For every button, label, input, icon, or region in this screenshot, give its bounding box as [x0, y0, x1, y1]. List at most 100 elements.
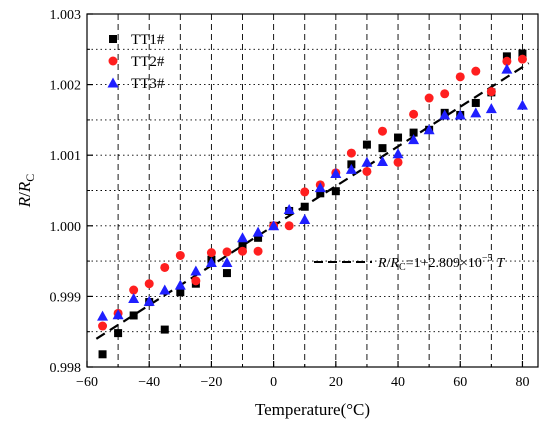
data-point: [408, 134, 420, 145]
data-point: [283, 204, 295, 215]
series-1: [98, 49, 527, 359]
x-tick-label: 0: [270, 375, 277, 390]
x-axis-title: Temperature(°C): [255, 400, 370, 419]
legend-label: TT2#: [131, 54, 165, 70]
data-point: [300, 187, 310, 197]
data-point: [362, 166, 372, 176]
data-point: [501, 63, 513, 74]
data-point: [98, 321, 108, 331]
data-points: [97, 49, 528, 359]
data-point: [440, 89, 450, 99]
data-point: [222, 247, 232, 257]
data-point: [159, 284, 171, 295]
data-point: [237, 232, 249, 243]
x-tick-label: −40: [138, 375, 160, 390]
legend-marker: [109, 35, 117, 43]
x-tick-label: 20: [329, 375, 343, 390]
data-point: [471, 66, 481, 76]
data-point: [98, 350, 107, 359]
data-point: [97, 310, 109, 321]
data-point: [471, 98, 480, 107]
data-point: [299, 213, 311, 224]
data-point: [160, 262, 170, 272]
data-point: [454, 109, 466, 120]
data-point: [190, 265, 202, 276]
data-point: [300, 202, 309, 211]
legend-label: TT3#: [131, 76, 165, 92]
data-point: [160, 325, 169, 334]
data-point: [252, 226, 264, 237]
data-point: [518, 49, 527, 58]
x-tick-label: 40: [391, 375, 405, 390]
data-point: [222, 269, 231, 278]
y-tick-label: 0.998: [50, 361, 82, 376]
x-tick-label: 60: [453, 375, 467, 390]
x-tick-label: 80: [515, 375, 529, 390]
y-tick-label: 1.001: [50, 149, 82, 164]
data-point: [424, 93, 434, 103]
data-point: [361, 156, 373, 167]
data-point: [314, 182, 326, 193]
legend-label: TT1#: [131, 32, 165, 48]
data-point: [516, 99, 528, 110]
data-point: [517, 54, 527, 64]
y-tick-label: 0.999: [50, 290, 82, 305]
data-point: [378, 144, 387, 153]
data-point: [346, 148, 356, 158]
data-point: [485, 103, 497, 114]
data-point: [238, 241, 247, 250]
data-point: [129, 285, 139, 295]
data-point: [330, 168, 342, 179]
y-axis-title-sub: C: [23, 174, 37, 182]
series-3: [97, 63, 528, 321]
data-point: [362, 140, 371, 149]
data-point: [345, 163, 357, 174]
data-point: [128, 293, 140, 304]
grid: [87, 14, 538, 367]
data-point: [423, 124, 435, 135]
y-axis-title-var2: R: [15, 181, 34, 193]
data-point: [254, 233, 263, 242]
data-point: [502, 52, 511, 61]
data-point: [143, 295, 155, 306]
y-axis-title: R/RC: [15, 174, 37, 209]
legend: TT1# TT2# TT3#: [107, 32, 165, 92]
data-point: [268, 220, 280, 231]
data-point: [176, 288, 185, 297]
legend-marker: [107, 77, 119, 88]
data-point: [175, 250, 185, 260]
y-axis-title-sep: /: [15, 192, 34, 197]
data-point: [331, 187, 340, 196]
data-point: [455, 72, 465, 82]
legend-marker: [108, 56, 118, 66]
y-tick-label: 1.003: [50, 8, 82, 23]
fit-line-equation: R/RC=1+2.809×10−5 T: [377, 253, 506, 273]
data-point: [114, 329, 123, 338]
data-point: [502, 56, 512, 66]
data-point: [191, 276, 201, 286]
data-point: [206, 248, 216, 258]
data-point: [205, 257, 217, 268]
data-point: [394, 133, 403, 142]
data-point: [376, 156, 388, 167]
data-point: [316, 189, 325, 198]
fit-line-layer: [95, 62, 530, 340]
data-point: [221, 257, 233, 268]
x-tick-label: −60: [76, 375, 98, 390]
data-point: [470, 107, 482, 118]
axis-ticks: −60 −40 −20 0 20 40 60 80 0.998 0.999 1.000 1.001 1.…: [50, 8, 530, 390]
data-point: [238, 246, 248, 256]
fit-line: [95, 62, 530, 340]
y-tick-label: 1.000: [50, 220, 82, 235]
y-axis-title-var1: R: [15, 196, 34, 208]
fit-line-legend: R/RC=1+2.809×10−5 T: [314, 253, 506, 273]
data-point: [439, 109, 451, 120]
data-point: [392, 148, 404, 159]
data-point: [409, 109, 419, 119]
data-point: [409, 128, 418, 137]
data-point: [393, 157, 403, 167]
data-point: [174, 279, 186, 290]
data-point: [377, 126, 387, 136]
